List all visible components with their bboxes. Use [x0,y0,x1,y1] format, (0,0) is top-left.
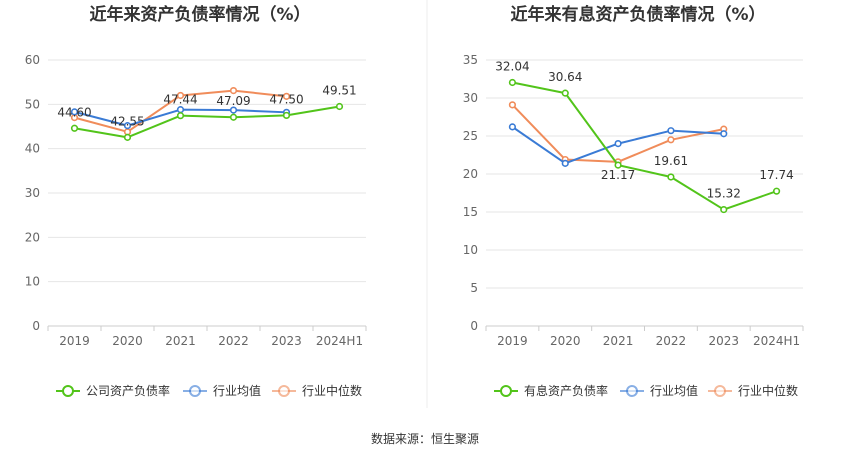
data-point [561,89,569,97]
y-tick-label: 20 [25,230,40,244]
y-tick-label: 60 [25,53,40,67]
data-label: 47.50 [269,92,303,106]
data-point [772,187,781,195]
legend-label: 行业均值 [650,383,698,398]
data-point [123,133,132,141]
y-tick-label: 35 [463,53,478,67]
legend-item-2: 行业均值 [620,383,698,398]
data-point [720,205,728,214]
series-line-1 [512,81,777,211]
legend-label: 公司资产负债率 [86,383,170,398]
data-point [614,161,622,169]
data-point [667,136,675,144]
legend-label: 行业中位数 [738,383,798,398]
y-tick-label: 40 [25,142,40,156]
data-label: 19.61 [654,154,688,168]
legend-label: 有息资产负债率 [524,383,608,398]
data-point [282,111,291,120]
data-point [508,123,517,131]
legend-item-3: 行业中位数 [708,383,798,398]
series-line-1 [74,105,340,139]
data-point [176,106,185,114]
y-tick-label: 5 [470,281,478,295]
y-tick-label: 0 [32,319,40,333]
data-point [508,101,517,109]
x-tick-label: 2020 [112,334,143,348]
y-tick-label: 20 [463,167,478,181]
legend-item-1: 有息资产负债率 [494,383,608,398]
data-point [335,102,344,111]
x-tick-label: 2023 [708,334,739,348]
x-tick-label: 2022 [656,334,687,348]
x-tick-label: 2021 [165,334,196,348]
data-point [667,127,675,135]
y-tick-label: 30 [463,91,478,105]
data-label: 42.55 [110,114,144,128]
legend-swatch-marker [626,385,638,397]
y-tick-label: 25 [463,129,478,143]
data-point [70,108,79,116]
source-label: 数据来源：恒生聚源 [371,431,479,446]
y-tick-label: 10 [463,243,478,257]
series-line-3 [511,104,724,163]
data-point [667,173,675,181]
data-label: 44.60 [57,105,91,119]
data-point [176,91,185,100]
legend-label: 行业均值 [213,383,261,398]
x-tick-label: 2021 [603,334,634,348]
legend-item-3: 行业中位数 [272,383,362,398]
y-tick-label: 10 [25,275,40,289]
data-point [229,86,238,95]
y-tick-label: 50 [25,97,40,111]
legend-label: 行业中位数 [302,383,362,398]
data-label: 32.04 [495,59,529,73]
legend-swatch-marker [278,385,290,397]
legend-item-2: 行业均值 [183,383,261,398]
x-tick-label: 2019 [497,334,528,348]
data-label: 47.09 [216,94,250,108]
x-tick-label: 2020 [550,334,581,348]
data-label: 15.32 [707,187,741,201]
data-label: 17.74 [759,168,793,182]
y-tick-label: 15 [463,205,478,219]
data-point [176,112,185,120]
data-point [123,122,132,130]
legend-swatch-marker [62,385,74,397]
data-label: 49.51 [322,84,356,98]
legend-swatch-marker [189,385,201,397]
data-point [508,78,517,87]
y-tick-label: 0 [470,319,478,333]
x-tick-label: 2024H1 [753,334,800,348]
x-tick-label: 2022 [218,334,249,348]
chart-title: 近年来资产负债率情况（%） [89,4,310,25]
data-point [614,140,622,148]
chart-title: 近年来有息资产负债率情况（%） [510,4,765,25]
x-tick-label: 2023 [271,334,302,348]
x-tick-label: 2019 [59,334,90,348]
data-label: 21.17 [601,168,635,182]
data-point [282,92,291,100]
y-tick-label: 30 [25,186,40,200]
data-point [720,130,728,138]
legend-swatch-marker [714,385,726,397]
data-point [70,124,79,132]
legend-item-1: 公司资产负债率 [56,383,170,398]
data-point [229,113,238,121]
data-point [561,159,569,167]
x-tick-label: 2024H1 [316,334,363,348]
chart-1: 近年来资产负债率情况（%） 0 10 20 30 40 50 60 2019 2020 2021 20… [25,4,367,398]
data-point [229,106,238,114]
data-label: 47.44 [163,93,197,107]
chart-2: 近年来有息资产负债率情况（%） 0 5 10 15 20 25 30 35 2019 2020 202… [463,4,804,398]
legend-swatch-marker [500,385,512,397]
data-label: 30.64 [548,70,582,84]
